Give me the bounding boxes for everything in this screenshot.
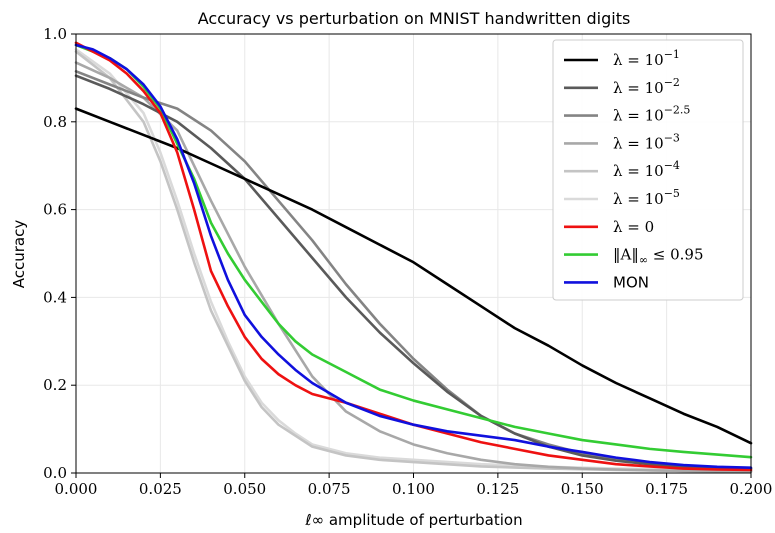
legend-label-tail: ≤ 0.95: [648, 246, 704, 264]
legend-label: ‖A‖∞ ≤ 0.95: [613, 246, 704, 267]
legend-label-base: λ = 10: [613, 190, 664, 208]
x-axis-ticks: 0.000 0.025 0.050 0.075 0.100 0.125 0.150 0.175…: [55, 473, 773, 498]
x-tick-label: 0.150: [561, 480, 604, 498]
legend-label-exponent: −2: [664, 76, 680, 89]
y-tick-label: 0.2: [43, 376, 67, 394]
legend-label-subscript: ∞: [639, 254, 648, 267]
series-line-8: [74, 43, 753, 470]
y-axis-ticks: 0.0 0.2 0.4 0.6 0.8 1.0: [43, 25, 76, 482]
legend-label-exponent: −2.5: [664, 104, 691, 117]
legend-label-base: ‖A‖: [613, 246, 639, 264]
y-tick-label: 0.6: [43, 201, 67, 219]
plot-lines: [74, 41, 753, 473]
legend-label-base: λ = 0: [613, 218, 654, 236]
x-tick-label: 0.175: [645, 480, 688, 498]
y-axis-label: Accuracy: [10, 220, 28, 289]
legend-box: [552, 39, 744, 301]
legend-label: λ = 10−2: [613, 76, 680, 97]
legend-label: λ = 10−5: [613, 187, 680, 208]
legend-label-exponent: −3: [664, 131, 680, 144]
legend-label-base: λ = 10: [613, 79, 664, 97]
legend-label-exponent: −4: [664, 159, 680, 172]
series-line-6: [74, 41, 753, 472]
y-tick-label: 0.4: [43, 288, 67, 306]
legend-label-exponent: −1: [664, 48, 680, 61]
legend-label-exponent: −5: [664, 187, 680, 200]
chart-title: Accuracy vs perturbation on MNIST handwr…: [198, 9, 631, 28]
legend-label: λ = 10−1: [613, 48, 680, 69]
legend-label: MON: [613, 273, 649, 291]
x-tick-label: 0.200: [730, 480, 773, 498]
legend-label: λ = 10−3: [613, 131, 680, 152]
legend-label-base: λ = 10: [613, 51, 664, 69]
x-tick-label: 0.000: [55, 480, 98, 498]
legend: λ = 10−1λ = 10−2λ = 10−2.5λ = 10−3λ = 10…: [552, 39, 744, 301]
legend-label: λ = 10−4: [613, 159, 680, 180]
legend-label: λ = 10−2.5: [613, 104, 690, 125]
x-tick-label: 0.075: [308, 480, 351, 498]
series-line-1: [74, 74, 753, 470]
legend-label-base: λ = 10: [613, 107, 664, 125]
x-tick-label: 0.050: [223, 480, 266, 498]
series-line-4: [74, 50, 753, 473]
y-tick-label: 0.0: [43, 464, 67, 482]
y-tick-label: 1.0: [43, 25, 67, 43]
x-tick-label: 0.100: [392, 480, 435, 498]
y-tick-label: 0.8: [43, 113, 67, 131]
x-tick-label: 0.125: [476, 480, 519, 498]
x-axis-label: ℓ∞ amplitude of perturbation: [304, 511, 522, 529]
legend-label: λ = 0: [613, 218, 654, 236]
series-line-7: [74, 43, 753, 459]
legend-label-base: MON: [613, 273, 649, 291]
series-line-0: [74, 107, 753, 445]
legend-label-base: λ = 10: [613, 162, 664, 180]
legend-label-base: λ = 10: [613, 134, 664, 152]
x-tick-label: 0.025: [139, 480, 182, 498]
